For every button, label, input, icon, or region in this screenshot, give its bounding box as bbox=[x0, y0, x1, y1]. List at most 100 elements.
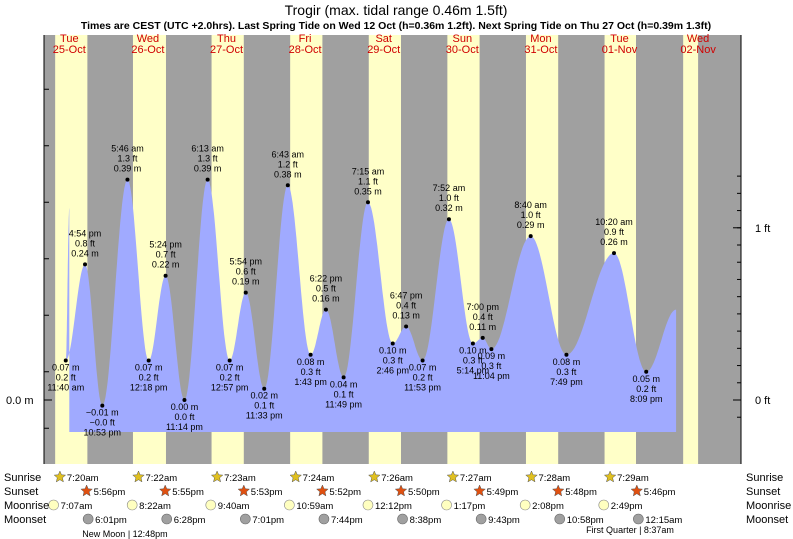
sunrise-icon-4 bbox=[367, 470, 381, 483]
tide-label-22-1: 0.3 ft bbox=[481, 361, 502, 371]
tide-label-16-0: 0.10 m bbox=[379, 346, 407, 356]
tide-label-18-2: 11:53 pm bbox=[404, 382, 441, 392]
tide-label-9-0: 5:54 pm bbox=[229, 257, 262, 267]
tide-label-0-2: 11:40 am bbox=[47, 382, 84, 392]
moonrise-icon-1 bbox=[126, 499, 138, 511]
tide-label-20-2: 5:14 pm bbox=[457, 366, 490, 376]
tide-label-5-0: 5:24 pm bbox=[149, 240, 182, 250]
tide-label-24-0: 0.08 m bbox=[553, 357, 581, 367]
moonrise-icon-2 bbox=[205, 499, 217, 511]
tide-label-10-0: 0.02 m bbox=[250, 391, 278, 401]
moonset-icon-2 bbox=[240, 513, 251, 525]
tide-point-5 bbox=[163, 273, 168, 278]
moonrise-time-7: 2:49pm bbox=[611, 501, 643, 512]
tide-label-8-1: 0.2 ft bbox=[220, 372, 241, 382]
sunset-icon-1 bbox=[158, 484, 172, 497]
moonset-time-5: 9:43pm bbox=[488, 515, 520, 526]
tide-label-14-1: 0.1 ft bbox=[334, 389, 355, 399]
tide-label-11-0: 6:43 am bbox=[272, 149, 305, 159]
sunset-icon-3 bbox=[316, 484, 329, 497]
tide-label-6-0: 0.00 m bbox=[171, 402, 199, 412]
tide-label-20-1: 0.3 ft bbox=[463, 356, 484, 366]
legend-sunrise-right: Sunrise bbox=[746, 472, 783, 484]
tide-label-26-2: 8:09 pm bbox=[630, 394, 663, 404]
tide-label-17-1: 0.4 ft bbox=[396, 301, 417, 311]
tide-label-1-0: 4:54 pm bbox=[69, 228, 102, 238]
tide-point-23 bbox=[528, 234, 533, 239]
tide-label-4-1: 0.2 ft bbox=[139, 372, 160, 382]
tide-point-21 bbox=[480, 335, 485, 340]
tide-label-19-1: 1.0 ft bbox=[439, 193, 460, 203]
day-name-0: Tue bbox=[60, 33, 79, 45]
sunset-icon-5 bbox=[473, 484, 486, 497]
sunrise-icon-3 bbox=[289, 470, 303, 483]
tide-label-4-0: 0.07 m bbox=[135, 362, 163, 372]
tide-label-2-2: 10:53 pm bbox=[84, 428, 122, 438]
tide-point-10 bbox=[262, 386, 267, 391]
sunset-icon-7 bbox=[630, 484, 644, 497]
tide-point-14 bbox=[341, 375, 346, 380]
tide-label-14-2: 11:49 pm bbox=[325, 399, 362, 409]
tide-area bbox=[65, 179, 677, 432]
sunrise-icon-2 bbox=[210, 470, 224, 483]
tide-label-18-1: 0.2 ft bbox=[413, 372, 434, 382]
tide-point-16 bbox=[390, 341, 395, 346]
sunset-time-6: 5:48pm bbox=[565, 487, 597, 498]
day-name-1: Wed bbox=[137, 33, 159, 45]
moonset-icon-4 bbox=[397, 513, 408, 525]
moonset-icon-5 bbox=[475, 513, 487, 525]
tide-label-25-1: 0.9 ft bbox=[604, 227, 625, 237]
sunset-icon-0 bbox=[80, 484, 93, 497]
tide-point-17 bbox=[404, 324, 409, 329]
tide-point-19 bbox=[446, 217, 451, 222]
moonrise-time-3: 10:59am bbox=[296, 501, 333, 512]
tide-label-10-2: 11:33 pm bbox=[246, 411, 283, 421]
tide-point-22 bbox=[489, 347, 494, 352]
tide-label-24-2: 7:49 pm bbox=[550, 377, 583, 387]
tide-label-1-2: 0.24 m bbox=[71, 248, 99, 258]
tide-point-1 bbox=[83, 262, 88, 267]
tide-label-10-1: 0.1 ft bbox=[254, 401, 275, 411]
tide-point-13 bbox=[323, 307, 328, 312]
tide-point-3 bbox=[125, 177, 130, 182]
tide-label-1-1: 0.8 ft bbox=[75, 238, 96, 248]
tide-label-21-2: 0.11 m bbox=[469, 322, 496, 332]
tide-label-11-2: 0.38 m bbox=[274, 169, 302, 179]
sunset-icon-4 bbox=[394, 484, 408, 497]
moonrise-icon-3 bbox=[284, 499, 295, 511]
tide-point-24 bbox=[564, 352, 569, 357]
moonset-icon-3 bbox=[318, 513, 330, 525]
tide-label-13-2: 0.16 m bbox=[312, 294, 340, 304]
moonrise-icon-6 bbox=[519, 499, 531, 511]
tide-label-13-0: 6:22 pm bbox=[310, 274, 343, 284]
moonset-icon-1 bbox=[161, 513, 173, 525]
tide-label-0-1: 0.2 ft bbox=[56, 372, 77, 382]
day-date-3: 28-Oct bbox=[289, 44, 322, 56]
tide-label-7-0: 6:13 am bbox=[191, 144, 224, 154]
sunset-time-4: 5:50pm bbox=[408, 487, 440, 498]
day-headers: Tue25-OctWed26-OctThu27-OctFri28-OctSat2… bbox=[53, 33, 717, 56]
tide-label-21-1: 0.4 ft bbox=[473, 312, 494, 322]
tide-label-23-1: 1.0 ft bbox=[521, 210, 542, 220]
moonrise-icon-0 bbox=[48, 499, 59, 511]
left-axis-label: 0.0 m bbox=[6, 395, 34, 407]
moonset-icon-6 bbox=[554, 513, 566, 525]
sunrise-time-5: 7:27am bbox=[460, 473, 492, 484]
moonrise-time-6: 2:08pm bbox=[532, 501, 564, 512]
moonset-time-3: 7:44pm bbox=[331, 515, 363, 526]
moonrise-time-1: 8:22am bbox=[139, 501, 171, 512]
tide-label-19-0: 7:52 am bbox=[433, 183, 466, 193]
tide-point-20 bbox=[470, 341, 475, 346]
tide-label-11-1: 1.2 ft bbox=[278, 159, 299, 169]
tide-point-18 bbox=[420, 358, 425, 363]
sunrise-icon-5 bbox=[446, 470, 460, 483]
tide-label-15-2: 0.35 m bbox=[354, 186, 382, 196]
legend-moonset-right: Moonset bbox=[746, 514, 788, 526]
tide-point-0 bbox=[63, 358, 68, 363]
sunrise-time-3: 7:24am bbox=[303, 473, 335, 484]
tide-label-3-0: 5:46 am bbox=[111, 144, 144, 154]
tide-label-22-0: 0.09 m bbox=[478, 351, 506, 361]
legend-sunset-left: Sunset bbox=[4, 486, 38, 498]
day-date-6: 31-Oct bbox=[524, 44, 557, 56]
moonset-time-6: 10:58pm bbox=[567, 515, 604, 526]
